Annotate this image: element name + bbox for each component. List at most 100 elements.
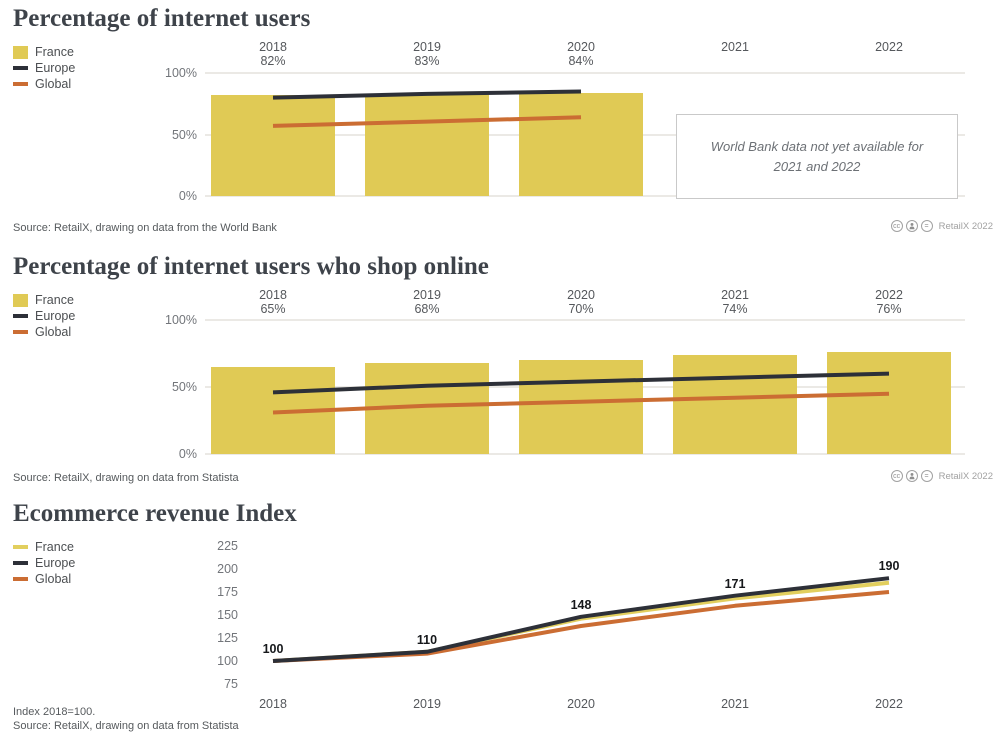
- equals-icon: =: [920, 220, 933, 232]
- france-bar: [519, 92, 643, 196]
- france-bar: [827, 352, 951, 454]
- europe-swatch: [13, 561, 28, 565]
- chart-ecommerce-revenue-index: Ecommerce revenue Index France Europe Gl…: [0, 495, 1008, 740]
- column-year-label: 2021: [721, 288, 749, 302]
- x-axis-label: 2018: [259, 697, 287, 711]
- y-axis-tick-label: 125: [217, 631, 238, 645]
- attribution-label: RetailX 2022: [938, 470, 993, 482]
- france-bar: [673, 354, 797, 454]
- x-axis-label: 2019: [413, 697, 441, 711]
- x-axis-label: 2022: [875, 697, 903, 711]
- equals-icon: =: [920, 470, 933, 482]
- legend: France Europe Global: [13, 44, 75, 92]
- column-value-label: 74%: [722, 302, 748, 316]
- global-swatch: [13, 577, 28, 581]
- europe-swatch: [13, 66, 28, 70]
- chart-title: Percentage of internet users who shop on…: [13, 253, 489, 280]
- x-axis-label: 2021: [721, 697, 749, 711]
- y-axis-tick-label: 150: [217, 608, 238, 622]
- attribution-person-icon: [905, 470, 918, 482]
- legend-label: Global: [35, 325, 72, 339]
- legend-label: France: [35, 293, 74, 307]
- france-line: [272, 580, 890, 663]
- gridline: [205, 453, 965, 455]
- legend-label: Europe: [35, 556, 76, 570]
- france-swatch: [13, 545, 28, 549]
- legend-label: France: [35, 540, 74, 554]
- y-axis-tick-label: 75: [224, 677, 238, 691]
- column-value-label: 68%: [414, 302, 440, 316]
- legend: France Europe Global: [13, 292, 75, 340]
- global-swatch: [13, 82, 28, 86]
- legend-item-global: Global: [13, 324, 75, 340]
- point-value-label: 148: [570, 597, 592, 612]
- gridline: [205, 195, 965, 197]
- chart-online-shoppers: Percentage of internet users who shop on…: [0, 248, 1008, 495]
- column-value-label: 70%: [568, 302, 594, 316]
- europe-swatch: [13, 314, 28, 318]
- gridline: [205, 319, 965, 321]
- legend-item-france: France: [13, 44, 75, 60]
- y-axis-tick-label: 0%: [178, 447, 197, 461]
- legend-item-france: France: [13, 292, 75, 308]
- column-year-label: 2020: [567, 288, 595, 302]
- chart-title: Percentage of internet users: [13, 5, 311, 32]
- france-bar: [519, 360, 643, 454]
- y-axis-tick-label: 200: [217, 562, 238, 576]
- attribution-person-icon: [905, 220, 918, 232]
- legend-item-france: France: [13, 539, 75, 555]
- column-year-label: 2021: [721, 40, 749, 54]
- missing-data-note-text: World Bank data not yet available for 20…: [710, 139, 924, 174]
- column-year-label: 2019: [413, 288, 441, 302]
- column-value-label: 76%: [876, 302, 902, 316]
- y-axis-tick-label: 100%: [165, 313, 197, 327]
- legend-label: France: [35, 45, 74, 59]
- column-value-label: 84%: [568, 54, 594, 68]
- france-swatch: [13, 45, 28, 59]
- source-text: Source: RetailX, drawing on data from th…: [13, 222, 277, 234]
- france-swatch: [13, 293, 28, 307]
- legend: France Europe Global: [13, 539, 75, 587]
- column-value-label: 83%: [414, 54, 440, 68]
- point-value-label: 190: [878, 559, 900, 574]
- chart-internet-users: Percentage of internet users France Euro…: [0, 0, 1008, 248]
- column-year-label: 2018: [259, 40, 287, 54]
- column-year-label: 2019: [413, 40, 441, 54]
- attribution-label: RetailX 2022: [938, 220, 993, 232]
- cc-icon: cc: [890, 220, 903, 232]
- x-axis-label: 2020: [567, 697, 595, 711]
- column-year-label: 2022: [875, 288, 903, 302]
- column-year-label: 2022: [875, 40, 903, 54]
- europe-line: [272, 576, 890, 663]
- gridline: [205, 72, 965, 74]
- source-text: Source: RetailX, drawing on data from St…: [13, 720, 239, 732]
- y-axis-tick-label: 225: [217, 539, 238, 553]
- france-bar: [211, 366, 335, 454]
- y-axis-tick-label: 0%: [178, 189, 197, 203]
- plot-area: 225 200 175 150 125 100 75 2018 2019 2020 2021 2022…: [0, 495, 1008, 740]
- column-value-label: 82%: [260, 54, 286, 68]
- y-axis-tick-label: 100: [217, 654, 238, 668]
- france-bar: [211, 95, 335, 196]
- legend-item-global: Global: [13, 76, 75, 92]
- legend-label: Europe: [35, 61, 76, 75]
- column-year-label: 2018: [259, 288, 287, 302]
- legend-label: Global: [35, 572, 72, 586]
- column-value-label: 65%: [260, 302, 286, 316]
- point-value-label: 110: [416, 632, 438, 647]
- legend-label: Global: [35, 77, 72, 91]
- cc-icon: cc: [890, 470, 903, 482]
- plot-area: 2018 65% 2019 68% 2020 70% 2021 74% 2022 76% 100% 5…: [0, 248, 1008, 495]
- point-value-label: 100: [262, 642, 284, 656]
- attribution: cc = RetailX 2022: [890, 220, 993, 232]
- legend-label: Europe: [35, 309, 76, 323]
- legend-item-europe: Europe: [13, 555, 75, 571]
- france-bar: [365, 362, 489, 454]
- column-year-label: 2020: [567, 40, 595, 54]
- legend-item-europe: Europe: [13, 60, 75, 76]
- chart-title: Ecommerce revenue Index: [13, 500, 297, 527]
- legend-item-global: Global: [13, 571, 75, 587]
- y-axis-tick-label: 100%: [165, 66, 197, 80]
- attribution: cc = RetailX 2022: [890, 470, 993, 482]
